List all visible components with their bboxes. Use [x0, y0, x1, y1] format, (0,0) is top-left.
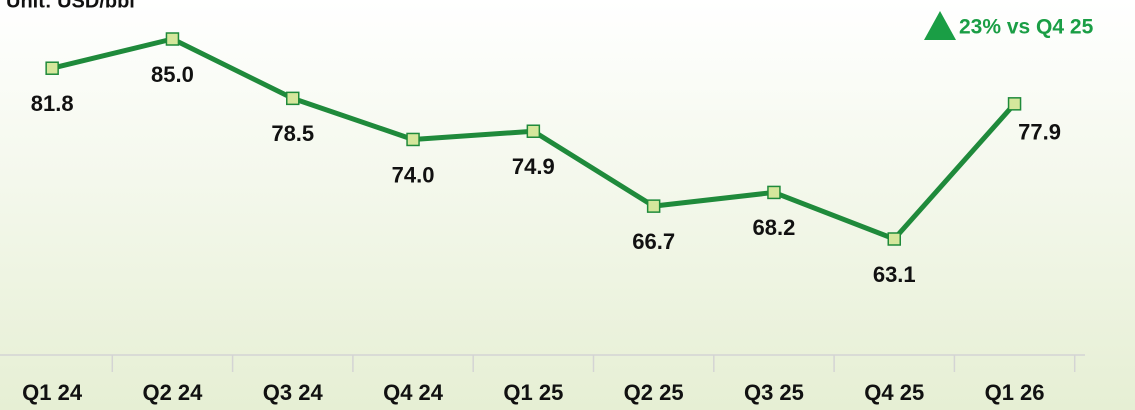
- value-label: 63.1: [873, 262, 916, 287]
- x-tick-label: Q4 24: [383, 380, 444, 405]
- x-tick-label: Q1 26: [985, 380, 1045, 405]
- marker: [165, 32, 180, 46]
- marker: [286, 91, 300, 106]
- value-label: 74.0: [392, 162, 435, 187]
- value-label: 78.5: [271, 121, 314, 146]
- x-tick-label: Q2 24: [142, 380, 203, 405]
- value-label: 68.2: [753, 215, 796, 240]
- x-tick-label: Q1 24: [22, 380, 83, 405]
- marker: [526, 124, 541, 138]
- value-label: 85.0: [151, 62, 194, 87]
- marker: [1007, 97, 1022, 111]
- value-label: 74.9: [512, 154, 555, 179]
- x-tick-label: Q1 25: [503, 380, 563, 405]
- x-tick-label: Q3 24: [263, 380, 324, 405]
- marker: [646, 199, 661, 213]
- x-tick-label: Q3 25: [744, 380, 804, 405]
- marker: [767, 185, 781, 200]
- value-label: 66.7: [632, 229, 675, 254]
- x-tick-label: Q2 25: [624, 380, 684, 405]
- up-arrow: [924, 11, 956, 40]
- value-label: 77.9: [1018, 120, 1061, 145]
- chart-title: Unit: USD/bbl: [6, 0, 135, 12]
- marker: [406, 132, 420, 147]
- marker: [887, 232, 901, 246]
- value-label: 81.8: [31, 91, 74, 116]
- x-tick-label: Q4 25: [864, 380, 924, 405]
- marker: [45, 61, 59, 75]
- annotation: 23% vs Q4 25: [959, 16, 1094, 39]
